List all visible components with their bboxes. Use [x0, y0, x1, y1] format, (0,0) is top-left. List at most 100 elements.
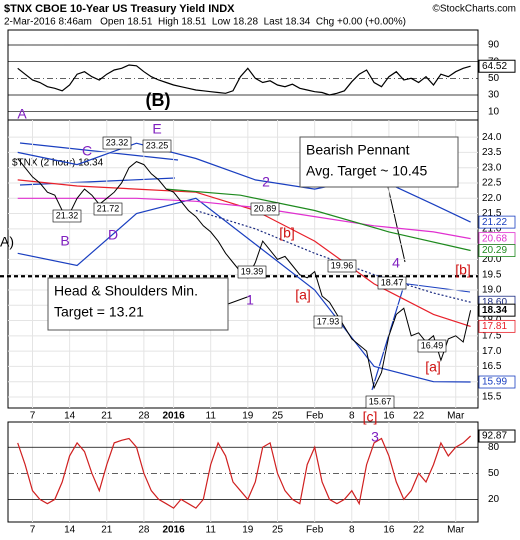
- subtitle: 2-Mar-2016 8:46am Open 18.51 High 18.51 …: [4, 17, 406, 28]
- value-label: 20.29: [482, 245, 507, 256]
- annotation-box: [47, 277, 229, 331]
- value-badge: [478, 303, 516, 317]
- annotation-text: Target = 13.21: [54, 304, 144, 320]
- x-tick-label: 11: [206, 411, 217, 422]
- annotation: 4: [392, 255, 400, 271]
- value-badge: [478, 375, 516, 389]
- y-tick-label: 19.5: [482, 269, 502, 280]
- y-tick-label: 50: [488, 73, 500, 84]
- y-tick-label: 21.0: [482, 223, 502, 234]
- y-tick-label: 23.5: [482, 147, 502, 158]
- x-tick-label: 28: [138, 525, 150, 536]
- y-tick-label: 21.5: [482, 208, 502, 219]
- credit: ©StockCharts.com: [432, 4, 516, 15]
- y-tick-label: 15.5: [482, 392, 502, 403]
- x-tick-label: 25: [272, 411, 284, 422]
- annotation-text: Avg. Target ~ 10.45: [306, 163, 428, 179]
- annotation-text: Bearish Pennant: [306, 142, 410, 158]
- x-tick-label: Feb: [306, 525, 324, 536]
- moving-average: [166, 188, 471, 252]
- annotation: B: [60, 233, 69, 249]
- x-tick-label: 21: [101, 525, 113, 536]
- trendline: [19, 177, 176, 186]
- stoch-line: [17, 435, 472, 509]
- annotation: 18.47: [381, 277, 404, 287]
- annotation: C: [82, 143, 92, 159]
- chart-title: $TNX CBOE 10-Year US Treasury Yield INDX: [4, 3, 235, 15]
- annotation: 23.25: [146, 140, 169, 150]
- y-tick-label: 17.5: [482, 330, 502, 341]
- y-tick-label: 16.5: [482, 361, 502, 372]
- annotation: A: [17, 106, 27, 122]
- annotation: [c]: [363, 409, 378, 425]
- price-callout: [237, 265, 267, 279]
- x-tick-label: 25: [272, 525, 284, 536]
- price-callout: [313, 315, 343, 329]
- value-label: 20.68: [482, 233, 507, 244]
- y-tick-label: 19.0: [482, 285, 502, 296]
- x-tick-label: 16: [383, 525, 395, 536]
- annotation-box: [299, 136, 459, 188]
- annotation: [a]: [295, 287, 311, 303]
- x-tick-label: 19: [242, 411, 254, 422]
- x-tick-label: 28: [138, 411, 150, 422]
- value-label: 17.81: [482, 321, 507, 332]
- annotation: [a]: [425, 359, 441, 375]
- price-callout: [365, 395, 395, 409]
- price-callout: [52, 209, 82, 223]
- annotation: 15.67: [369, 396, 392, 406]
- legend-entry: $TNX (2 hour) 18.34: [12, 158, 104, 169]
- x-tick-label: Mar: [447, 525, 465, 536]
- value-badge: [478, 59, 516, 73]
- x-tick-label: 14: [64, 525, 76, 536]
- trendline: [19, 142, 179, 161]
- value-label: 64.52: [482, 61, 507, 72]
- annotation: 23.32: [106, 137, 129, 147]
- annotation: [b]: [279, 225, 295, 241]
- stoch-panel: [7, 421, 479, 523]
- annotation: 19.39: [241, 266, 264, 276]
- x-tick-label: 16: [383, 411, 395, 422]
- price-callout: [327, 259, 357, 273]
- y-tick-label: 50: [488, 468, 500, 479]
- x-tick-label: 8: [349, 411, 355, 422]
- x-tick-label: 7: [30, 525, 36, 536]
- x-tick-label: 8: [349, 525, 355, 536]
- x-tick-label: 2016: [162, 525, 185, 536]
- value-badge: [478, 244, 516, 257]
- annotation: A): [0, 234, 14, 250]
- x-tick-label: Feb: [306, 411, 324, 422]
- price-callout: [377, 276, 407, 290]
- annotation: [b]: [455, 262, 471, 278]
- moving-average: [17, 142, 471, 223]
- rsi-line: [17, 64, 471, 96]
- y-tick-label: 80: [488, 442, 500, 453]
- annotation: (B): [146, 90, 171, 110]
- annotation: 2: [262, 174, 270, 190]
- price-panel: [7, 119, 479, 409]
- x-tick-label: 22: [413, 411, 425, 422]
- pointer: [227, 295, 251, 305]
- price-callout: [417, 339, 447, 353]
- x-tick-label: 22: [413, 525, 425, 536]
- x-tick-label: 14: [64, 411, 76, 422]
- annotation: 21.72: [97, 203, 120, 213]
- annotation: 1: [246, 292, 254, 308]
- annotation: E: [152, 121, 161, 137]
- annotation: 21.32: [56, 210, 79, 220]
- y-tick-label: 30: [488, 90, 500, 101]
- x-tick-label: 7: [30, 411, 36, 422]
- value-label: 92.87: [482, 431, 507, 442]
- value-label: 18.60: [482, 297, 507, 308]
- moving-average: [17, 197, 471, 383]
- annotation: 19.96: [331, 260, 354, 270]
- annotation-text: Head & Shoulders Min.: [54, 283, 198, 299]
- pointer: [387, 186, 406, 263]
- price-callout: [142, 139, 172, 153]
- y-tick-label: 22.5: [482, 178, 502, 189]
- y-tick-label: 20.0: [482, 254, 502, 265]
- value-label: 21.22: [482, 217, 507, 228]
- annotation: 20.89: [254, 203, 277, 213]
- price-callout: [102, 136, 132, 150]
